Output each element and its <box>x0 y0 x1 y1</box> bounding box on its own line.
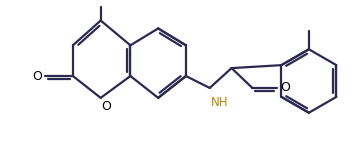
Text: O: O <box>280 82 290 94</box>
Text: O: O <box>32 70 42 82</box>
Text: O: O <box>102 100 112 113</box>
Text: NH: NH <box>211 96 228 109</box>
